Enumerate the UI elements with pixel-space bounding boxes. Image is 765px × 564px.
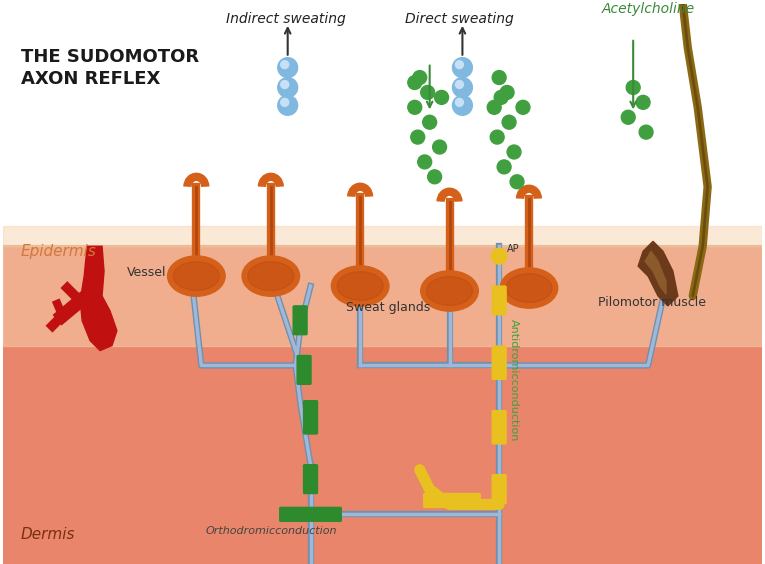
Circle shape <box>428 170 441 184</box>
Ellipse shape <box>184 267 210 285</box>
Ellipse shape <box>331 266 389 306</box>
Circle shape <box>413 70 427 85</box>
Ellipse shape <box>500 268 558 308</box>
Ellipse shape <box>340 271 381 301</box>
FancyBboxPatch shape <box>492 475 506 504</box>
Text: Acetylcholine: Acetylcholine <box>601 2 695 16</box>
Circle shape <box>408 100 422 114</box>
Ellipse shape <box>426 276 473 305</box>
Ellipse shape <box>258 267 284 285</box>
FancyBboxPatch shape <box>492 411 506 444</box>
Ellipse shape <box>350 280 370 293</box>
Circle shape <box>281 61 288 69</box>
Ellipse shape <box>439 284 460 297</box>
FancyBboxPatch shape <box>492 286 506 315</box>
Text: Dermis: Dermis <box>21 527 75 542</box>
Circle shape <box>492 70 506 85</box>
Circle shape <box>452 95 472 115</box>
Circle shape <box>281 81 288 89</box>
Circle shape <box>510 175 524 189</box>
Ellipse shape <box>248 262 294 290</box>
FancyBboxPatch shape <box>424 494 480 508</box>
Ellipse shape <box>250 262 291 290</box>
Circle shape <box>455 61 464 69</box>
FancyBboxPatch shape <box>280 508 341 521</box>
Text: Sweat glands: Sweat glands <box>346 301 430 314</box>
Circle shape <box>491 248 507 264</box>
Circle shape <box>490 130 504 144</box>
FancyBboxPatch shape <box>297 355 311 384</box>
Ellipse shape <box>180 266 213 287</box>
Circle shape <box>281 98 288 107</box>
Text: Orthodromicconduction: Orthodromicconduction <box>205 526 337 536</box>
Ellipse shape <box>437 282 462 300</box>
Ellipse shape <box>513 277 545 298</box>
Text: THE SUDOMOTOR
AXON REFLEX: THE SUDOMOTOR AXON REFLEX <box>21 48 199 88</box>
Text: Antidromicconduction: Antidromicconduction <box>509 319 519 442</box>
Circle shape <box>452 77 472 98</box>
Circle shape <box>455 81 464 89</box>
Circle shape <box>411 130 425 144</box>
Circle shape <box>423 115 437 129</box>
Polygon shape <box>638 241 678 306</box>
Circle shape <box>278 95 298 115</box>
Circle shape <box>636 95 650 109</box>
Bar <box>3 4 762 246</box>
Text: AP: AP <box>507 244 519 254</box>
Circle shape <box>452 58 472 77</box>
Bar <box>3 246 762 346</box>
Ellipse shape <box>261 270 281 283</box>
Ellipse shape <box>516 279 542 297</box>
Ellipse shape <box>242 256 300 296</box>
Ellipse shape <box>428 276 470 306</box>
Circle shape <box>433 140 447 154</box>
Circle shape <box>497 160 511 174</box>
Ellipse shape <box>433 280 466 301</box>
Circle shape <box>455 98 464 107</box>
Circle shape <box>494 90 508 104</box>
Bar <box>3 246 762 346</box>
Circle shape <box>621 111 635 124</box>
Ellipse shape <box>175 262 217 290</box>
Ellipse shape <box>421 271 478 311</box>
Bar <box>3 227 762 246</box>
Circle shape <box>421 86 435 99</box>
Ellipse shape <box>508 274 550 303</box>
Circle shape <box>408 76 422 90</box>
Circle shape <box>502 115 516 129</box>
FancyBboxPatch shape <box>492 346 506 380</box>
Ellipse shape <box>186 270 207 283</box>
Ellipse shape <box>519 281 539 294</box>
Text: Pilomotor muscle: Pilomotor muscle <box>598 296 706 309</box>
Ellipse shape <box>168 256 225 296</box>
Polygon shape <box>645 252 666 294</box>
Circle shape <box>418 155 431 169</box>
Ellipse shape <box>337 272 383 301</box>
Bar <box>3 246 762 564</box>
Ellipse shape <box>506 274 552 302</box>
Ellipse shape <box>343 276 377 297</box>
Text: Vessel: Vessel <box>127 266 166 279</box>
Text: Direct sweating: Direct sweating <box>405 12 514 26</box>
FancyBboxPatch shape <box>293 306 307 334</box>
Circle shape <box>487 100 501 114</box>
Circle shape <box>500 86 514 99</box>
Text: Indirect sweating: Indirect sweating <box>226 12 346 26</box>
Polygon shape <box>80 246 117 351</box>
Circle shape <box>639 125 653 139</box>
FancyBboxPatch shape <box>304 465 317 494</box>
Circle shape <box>627 81 640 94</box>
Text: Epidermis: Epidermis <box>21 244 96 259</box>
Ellipse shape <box>254 266 288 287</box>
FancyBboxPatch shape <box>304 400 317 434</box>
Circle shape <box>435 90 448 104</box>
Circle shape <box>278 77 298 98</box>
Ellipse shape <box>347 277 373 295</box>
Ellipse shape <box>174 262 220 290</box>
Circle shape <box>278 58 298 77</box>
Circle shape <box>516 100 530 114</box>
Circle shape <box>507 145 521 159</box>
